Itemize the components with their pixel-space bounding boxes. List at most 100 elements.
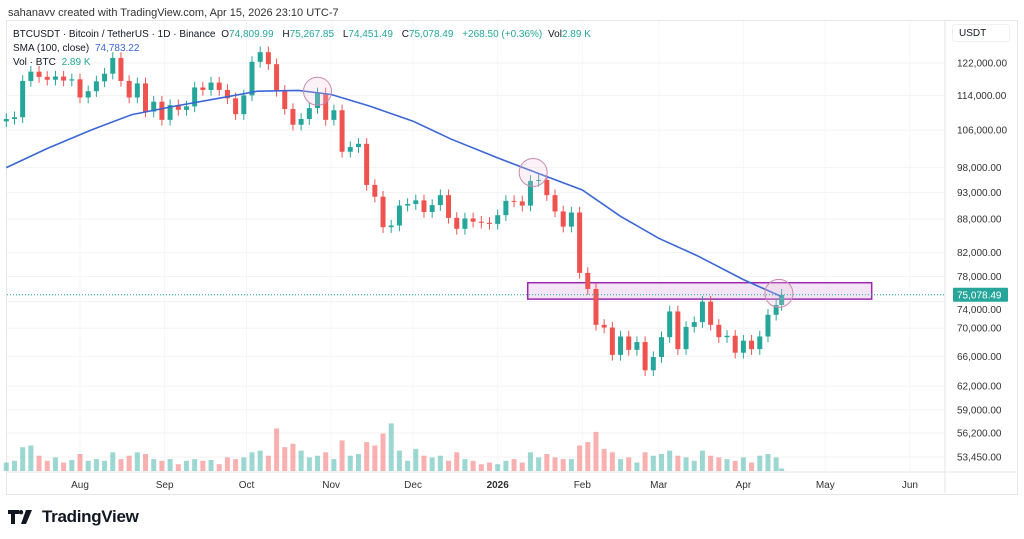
candle-body: [601, 324, 607, 328]
x-tick-label: Apr: [736, 480, 752, 491]
low-value: 74,451.49: [348, 29, 393, 40]
volume-bar: [618, 459, 624, 471]
vol-label: Vol: [548, 29, 562, 40]
candle-body: [593, 288, 599, 325]
candle-body: [429, 205, 435, 212]
volume-bar: [265, 455, 271, 471]
candle-body: [20, 80, 26, 118]
candle-body: [527, 180, 533, 206]
volume-bar: [675, 455, 681, 471]
candle-body: [3, 118, 9, 122]
candle-body: [749, 340, 755, 350]
candle-body: [28, 71, 34, 81]
x-tick-label: Feb: [574, 480, 592, 491]
volume-bar: [552, 457, 558, 471]
sma-value: 74,783.22: [94, 43, 140, 54]
volume-bar: [200, 460, 206, 471]
candle-body: [511, 200, 517, 202]
volume-bar: [20, 447, 26, 471]
last-price-badge: [953, 287, 1008, 302]
chart-frame: [6, 20, 1018, 495]
volume-bar: [355, 454, 361, 471]
y-tick-label: 93,000.00: [957, 188, 1002, 199]
y-tick-label: 66,000.00: [957, 352, 1002, 363]
resistance-zone: [526, 281, 873, 300]
candle-body: [224, 89, 230, 99]
x-tick-label: Aug: [71, 480, 89, 491]
candle-body: [675, 311, 681, 350]
candle-body: [779, 294, 785, 305]
candle-body: [69, 79, 75, 81]
volume-bar: [708, 455, 714, 471]
sma-row[interactable]: SMA (100, close) 74,783.22: [13, 42, 597, 56]
candle-body: [36, 71, 42, 77]
y-tick-label: 59,000.00: [957, 405, 1002, 416]
candle-body: [143, 83, 149, 112]
candle-body: [683, 326, 689, 350]
candle-body: [167, 105, 173, 120]
x-tick-label: Oct: [239, 480, 255, 491]
volume-bar: [28, 445, 34, 471]
volume-bar: [3, 462, 9, 471]
candle-body: [372, 184, 378, 197]
candle-body: [536, 179, 542, 181]
volume-bar: [290, 443, 296, 471]
volume-bar: [462, 459, 468, 471]
high-value: 75,267.85: [289, 29, 335, 40]
volume-bar: [773, 457, 779, 471]
candle-body: [454, 217, 460, 229]
volume-bar: [585, 442, 591, 471]
volume-bar: [495, 464, 501, 471]
candle-body: [77, 79, 83, 98]
candle-body: [151, 101, 157, 112]
volume-bar: [658, 454, 664, 471]
candle-body: [708, 301, 714, 325]
candle-body: [315, 93, 321, 109]
volume-bar: [44, 460, 50, 471]
volume-bar: [134, 452, 140, 471]
candle-body: [503, 200, 509, 216]
volume-value: 2.89 K: [61, 57, 91, 68]
symbol-label[interactable]: BTCUSDT · Bitcoin / TetherUS · 1D · Bina…: [13, 29, 216, 40]
candle-body: [265, 52, 271, 65]
volume-bar: [372, 445, 378, 471]
volume-bar: [347, 455, 353, 471]
volume-bar: [691, 460, 697, 471]
candle-body: [691, 322, 697, 327]
x-tick-label: Nov: [322, 480, 340, 491]
volume-bar: [241, 457, 247, 471]
tradingview-logo-icon: [8, 510, 32, 524]
y-tick-label: 98,000.00: [957, 163, 1002, 174]
candle-body: [126, 80, 132, 98]
y-tick-label: 70,000.00: [957, 324, 1002, 335]
volume-bar: [36, 455, 42, 471]
candle-body: [347, 147, 353, 152]
candle-body: [421, 200, 427, 212]
candle-body: [724, 335, 730, 338]
candle-body: [306, 108, 312, 119]
volume-bar: [429, 457, 435, 471]
volume-bar: [298, 450, 304, 471]
candle-body: [642, 342, 648, 371]
volume-bar: [93, 459, 99, 471]
candle-body: [462, 218, 468, 229]
candle-body: [495, 215, 501, 224]
volume-bar: [175, 464, 181, 471]
volume-bar: [609, 452, 615, 471]
volume-bar: [779, 468, 785, 471]
volume-bar: [667, 450, 673, 471]
close-value: 75,078.49: [408, 29, 454, 40]
volume-bar: [69, 459, 75, 471]
volume-bar: [11, 460, 17, 471]
volume-bar: [405, 460, 411, 471]
volume-bar: [487, 462, 492, 471]
volume-bar: [577, 445, 583, 471]
volume-row[interactable]: Vol · BTC 2.89 K: [13, 56, 597, 70]
candle-body: [93, 81, 99, 92]
sma-line: [5, 89, 782, 298]
open-value: 74,809.99: [229, 29, 274, 40]
volume-bar: [249, 452, 255, 471]
currency-unit-button[interactable]: USDT: [952, 24, 1010, 42]
volume-bar: [331, 459, 337, 471]
